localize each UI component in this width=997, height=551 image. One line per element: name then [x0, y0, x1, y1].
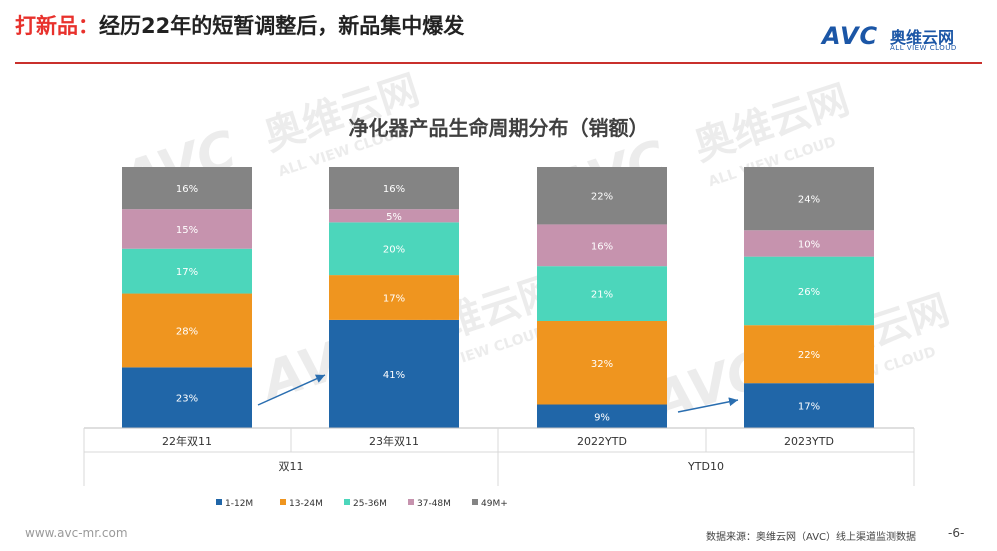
bar-3-segment-1 — [744, 325, 874, 384]
group-label-1: YTD10 — [687, 460, 724, 473]
data-label-0-3: 15% — [176, 225, 198, 236]
legend-swatch-2 — [344, 499, 350, 505]
legend-swatch-1 — [280, 499, 286, 505]
page-number: -6- — [948, 526, 965, 540]
bar-3-segment-2 — [744, 256, 874, 326]
data-label-3-1: 22% — [798, 350, 820, 361]
data-label-0-0: 23% — [176, 394, 198, 405]
group-label-0: 双11 — [279, 460, 304, 473]
bar-1-segment-4 — [329, 167, 459, 210]
data-label-1-1: 17% — [383, 294, 405, 305]
bar-0-segment-2 — [122, 248, 252, 294]
bar-2-segment-3 — [537, 224, 667, 267]
data-label-2-1: 32% — [591, 359, 613, 370]
legend-swatch-0 — [216, 499, 222, 505]
bar-0-segment-0 — [122, 367, 252, 428]
bar-1-segment-2 — [329, 222, 459, 276]
data-label-2-3: 16% — [591, 241, 613, 252]
bar-2-segment-1 — [537, 320, 667, 405]
logo-cn-text: 奥维云网 — [890, 28, 955, 47]
category-label-3: 2023YTD — [784, 435, 834, 448]
page-title: 打新品：经历22年的短暂调整后，新品集中爆发 — [15, 10, 464, 40]
category-label-2: 2022YTD — [577, 435, 627, 448]
trend-arrow-0 — [257, 374, 326, 406]
data-label-1-4: 16% — [383, 184, 405, 195]
bar-0-segment-3 — [122, 209, 252, 249]
bar-2-segment-4 — [537, 167, 667, 225]
data-label-3-0: 17% — [798, 402, 820, 413]
bar-3-segment-0 — [744, 383, 874, 428]
legend-label-4: 49M+ — [481, 499, 508, 509]
bar-0-segment-1 — [122, 293, 252, 368]
data-label-0-2: 17% — [176, 267, 198, 278]
data-label-3-3: 10% — [798, 239, 820, 250]
data-label-0-4: 16% — [176, 184, 198, 195]
avc-logo: AVC 奥维云网 ALL VIEW CLOUD — [822, 22, 982, 56]
category-label-1: 23年双11 — [369, 434, 419, 448]
category-label-0: 22年双11 — [162, 434, 212, 448]
footer-website: www.avc-mr.com — [25, 526, 128, 540]
bar-1-segment-3 — [329, 209, 459, 223]
data-label-2-0: 9% — [594, 412, 610, 423]
legend-swatch-3 — [408, 499, 414, 505]
data-label-3-2: 26% — [798, 287, 820, 298]
data-label-1-0: 41% — [383, 370, 405, 381]
data-label-2-2: 21% — [591, 290, 613, 301]
data-label-1-2: 20% — [383, 245, 405, 256]
trend-arrow-1 — [677, 397, 739, 413]
logo-mark: AVC — [822, 22, 879, 50]
legend-label-1: 13-24M — [289, 499, 323, 509]
legend-swatch-4 — [472, 499, 478, 505]
legend-label-2: 25-36M — [353, 499, 387, 509]
legend-label-0: 1-12M — [225, 499, 253, 509]
data-label-1-3: 5% — [386, 212, 402, 223]
logo-en-text: ALL VIEW CLOUD — [890, 44, 957, 52]
page-title-highlight: 打新品： — [15, 14, 99, 38]
bar-2-segment-2 — [537, 266, 667, 321]
data-label-3-4: 24% — [798, 195, 820, 206]
legend-label-3: 37-48M — [417, 499, 451, 509]
chart-title: 净化器产品生命周期分布（销额） — [348, 116, 649, 140]
bar-0-segment-4 — [122, 167, 252, 210]
footer-source: 数据来源：奥维云网（AVC）线上渠道监测数据 — [706, 532, 917, 543]
header-divider — [15, 62, 982, 64]
bar-1-segment-0 — [329, 319, 459, 428]
bar-1-segment-1 — [329, 275, 459, 320]
page-title-rest: 经历22年的短暂调整后，新品集中爆发 — [99, 14, 465, 38]
bar-3-segment-3 — [744, 230, 874, 257]
data-label-2-4: 22% — [591, 192, 613, 203]
bar-2-segment-0 — [537, 404, 667, 428]
bar-3-segment-4 — [744, 167, 874, 231]
data-label-0-1: 28% — [176, 326, 198, 337]
